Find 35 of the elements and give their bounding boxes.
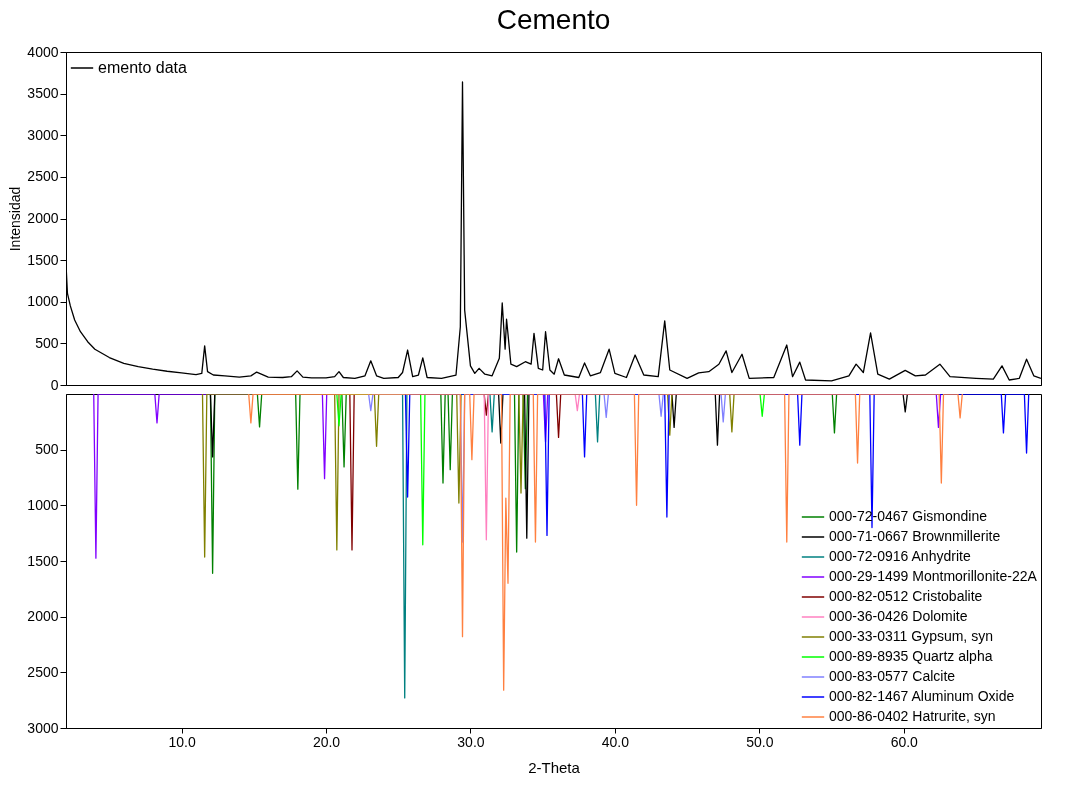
y-tick-label: 500 [35,441,59,458]
legend-label: 000-33-0311 Gypsum, syn [829,628,993,644]
y-tick-label: 2000 [27,210,59,226]
legend-label: 000-82-1467 Aluminum Oxide [829,688,1015,704]
y-tick-label: 1000 [27,293,59,310]
legend-label: 000-72-0916 Anhydrite [829,548,971,564]
y-tick-label: 1500 [27,552,59,569]
legend-label: 000-29-1499 Montmorillonite-22A [829,568,1038,584]
legend-label: 000-71-0667 Brownmillerite [829,528,1001,544]
y-tick-label: 0 [50,376,59,393]
x-tick-label: 60.0 [890,733,919,750]
legend-label: 000-36-0426 Dolomite [829,608,968,624]
x-tick-label: 20.0 [312,733,341,750]
y-tick-label: 1500 [27,251,59,268]
y-tick-label: 2500 [27,168,59,185]
y-axis-title: Intensidad [7,186,24,252]
legend-label: 000-83-0577 Calcite [829,668,956,684]
y-tick-label: 2000 [27,608,59,625]
legend-label: 000-86-0402 Hatrurite, syn [829,708,996,724]
y-tick-label: 2500 [27,663,59,680]
y-tick-label: 500 [35,334,59,351]
legend-label: emento data [98,59,188,76]
y-tick-label: 3000 [27,126,59,143]
y-tick-label: 4000 [27,43,59,60]
x-tick-label: 30.0 [457,733,485,750]
legend-label: 000-89-8935 Quartz alpha [829,648,993,664]
x-tick-label: 50.0 [746,733,774,750]
y-tick-label: 3000 [27,719,59,736]
x-tick-label: 10.0 [168,733,196,750]
y-tick-label: 3500 [27,85,59,102]
x-tick-label: 40.0 [601,733,630,750]
x-axis-title: 2-Theta [528,758,581,776]
chart-title: Cemento [496,4,611,35]
legend-label: 000-82-0512 Cristobalite [829,588,983,604]
y-tick-label: 1000 [27,496,59,513]
